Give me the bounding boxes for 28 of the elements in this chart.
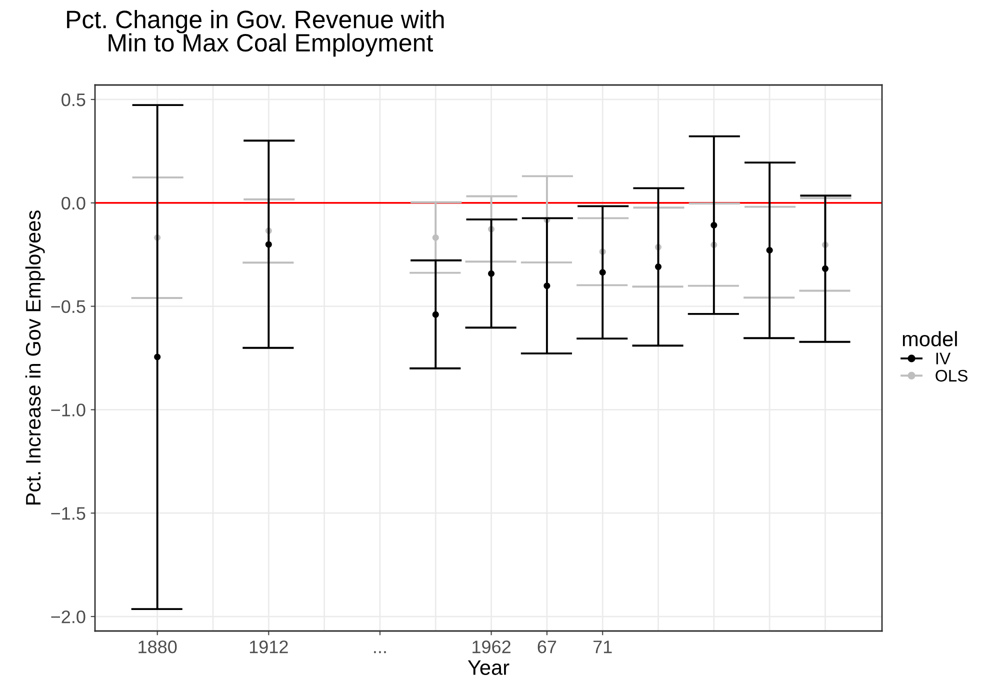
point	[710, 222, 718, 228]
point	[154, 354, 161, 360]
legend-title: model	[902, 331, 957, 346]
chart-title: Pct. Change in Gov. Revenue with Min to Max Coal Employment	[67, 10, 444, 57]
point	[655, 264, 662, 270]
y-tick-label: −1.5	[51, 507, 86, 520]
x-tick-label: 1912	[250, 640, 288, 654]
x-tick-label: 71	[593, 640, 612, 654]
x-axis-title: Year	[468, 660, 510, 675]
point	[599, 269, 606, 276]
y-tick-label: −1.0	[51, 404, 86, 416]
y-tick-label: 0.0	[62, 196, 86, 210]
y-tick-label: −0.5	[51, 300, 86, 314]
x-tick-label: 1962	[472, 640, 510, 654]
point	[432, 234, 439, 241]
point	[488, 270, 495, 277]
legend-label: OLS	[936, 370, 968, 382]
legend-label: IV	[936, 352, 951, 364]
point	[544, 282, 550, 290]
point	[822, 265, 828, 272]
x-tick-label: ...	[374, 651, 386, 654]
y-tick-label: 0.5	[62, 93, 86, 106]
y-axis-title: Pct. Increase in Gov Employees	[25, 210, 45, 504]
point	[265, 241, 272, 248]
x-tick-label: 1880	[138, 640, 177, 654]
x-tick-label: 67	[538, 640, 556, 654]
y-tick-label: −2.0	[51, 610, 86, 624]
point	[432, 311, 439, 318]
